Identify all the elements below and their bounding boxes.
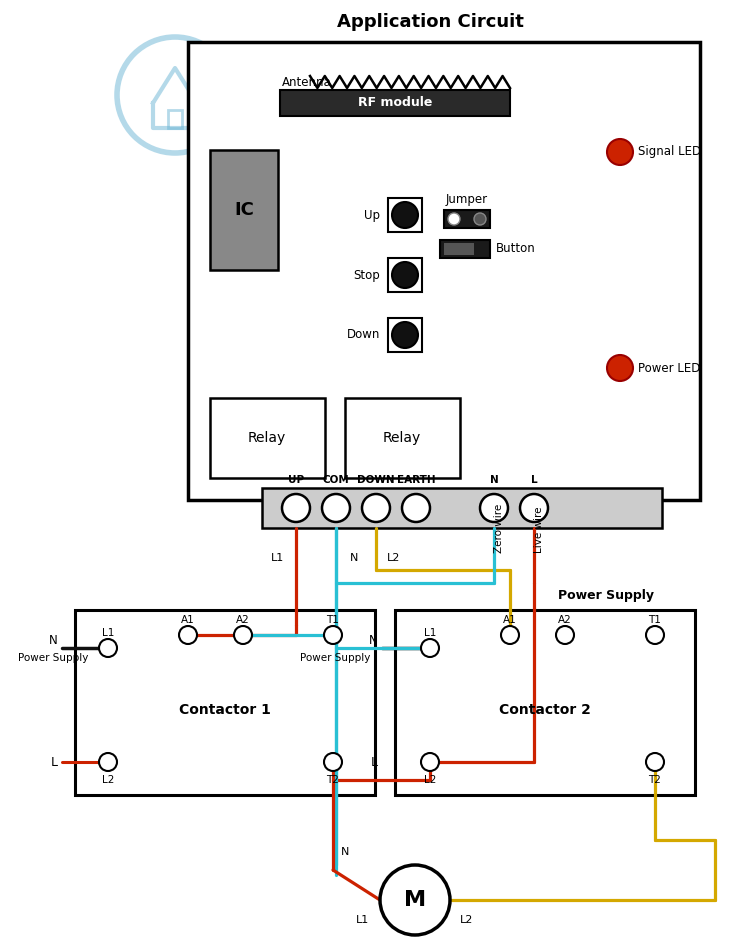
Text: RF module: RF module — [358, 96, 432, 109]
Text: Down: Down — [347, 328, 380, 341]
Text: N: N — [369, 633, 378, 647]
Text: L2: L2 — [387, 553, 401, 563]
Text: DOWN: DOWN — [357, 475, 395, 485]
Bar — [210, 150, 278, 270]
Text: M: M — [404, 890, 426, 910]
Circle shape — [646, 626, 664, 644]
Circle shape — [380, 865, 450, 935]
Text: Stop: Stop — [354, 268, 380, 281]
Bar — [444, 210, 490, 228]
Circle shape — [324, 626, 342, 644]
Circle shape — [646, 753, 664, 771]
Bar — [345, 398, 460, 478]
Circle shape — [99, 639, 117, 657]
Bar — [444, 243, 474, 255]
Text: N: N — [490, 475, 498, 485]
Text: L: L — [531, 475, 537, 485]
Text: Zero wire: Zero wire — [494, 504, 504, 553]
Circle shape — [99, 753, 117, 771]
Bar — [388, 258, 422, 292]
Text: N: N — [350, 553, 358, 563]
Bar — [280, 90, 510, 116]
Text: L1: L1 — [356, 915, 370, 925]
Text: Signal LED: Signal LED — [638, 146, 701, 159]
Text: L1: L1 — [102, 628, 114, 638]
Text: Power Supply: Power Supply — [558, 590, 654, 603]
Bar — [388, 198, 422, 232]
Circle shape — [520, 494, 548, 522]
Circle shape — [556, 626, 574, 644]
Bar — [440, 240, 490, 258]
Text: Relay: Relay — [383, 431, 421, 445]
Circle shape — [322, 494, 350, 522]
Circle shape — [179, 626, 197, 644]
Text: Contactor 2: Contactor 2 — [499, 703, 591, 717]
Text: EARTH: EARTH — [397, 475, 435, 485]
Circle shape — [421, 753, 439, 771]
Text: Antenna: Antenna — [282, 75, 331, 88]
Text: Power Supply: Power Supply — [300, 653, 370, 663]
Text: IC: IC — [234, 201, 254, 219]
Circle shape — [474, 213, 486, 225]
Text: Contactor 1: Contactor 1 — [179, 703, 271, 717]
Text: COM: COM — [323, 475, 349, 485]
Text: Jumper: Jumper — [446, 193, 488, 206]
Text: L: L — [371, 755, 378, 768]
Circle shape — [421, 639, 439, 657]
Text: UP: UP — [288, 475, 304, 485]
Text: Up: Up — [364, 208, 380, 222]
Bar — [75, 610, 375, 795]
Text: N: N — [341, 847, 349, 857]
Text: T1: T1 — [326, 615, 340, 625]
Text: T2: T2 — [326, 775, 340, 785]
Text: T2: T2 — [648, 775, 662, 785]
Circle shape — [282, 494, 310, 522]
Circle shape — [392, 262, 418, 288]
Text: Power LED: Power LED — [638, 361, 700, 375]
Text: Application Circuit: Application Circuit — [337, 13, 523, 31]
Text: T1: T1 — [648, 615, 662, 625]
Bar — [395, 610, 695, 795]
Circle shape — [607, 139, 633, 165]
Text: L2: L2 — [424, 775, 436, 785]
Circle shape — [607, 355, 633, 381]
Text: Relay: Relay — [248, 431, 286, 445]
Text: L: L — [51, 755, 58, 768]
Bar — [388, 318, 422, 352]
Text: A2: A2 — [236, 615, 250, 625]
Bar — [210, 398, 325, 478]
Text: L2: L2 — [460, 915, 473, 925]
Bar — [168, 110, 182, 128]
Text: EasyMart: EasyMart — [245, 60, 486, 105]
Text: L1: L1 — [271, 553, 284, 563]
Bar — [262, 488, 662, 528]
Circle shape — [480, 494, 508, 522]
Text: N: N — [49, 633, 58, 647]
Text: L1: L1 — [424, 628, 436, 638]
Bar — [188, 42, 700, 500]
Text: A1: A1 — [503, 615, 517, 625]
Circle shape — [362, 494, 390, 522]
Circle shape — [234, 626, 252, 644]
Circle shape — [392, 322, 418, 348]
Text: L2: L2 — [102, 775, 114, 785]
Circle shape — [501, 626, 519, 644]
Text: Button: Button — [496, 243, 536, 256]
Text: Live wire: Live wire — [534, 507, 544, 553]
Circle shape — [324, 753, 342, 771]
Text: A2: A2 — [558, 615, 572, 625]
Circle shape — [392, 202, 418, 228]
Circle shape — [448, 213, 460, 225]
Text: Power Supply: Power Supply — [18, 653, 88, 663]
Text: A1: A1 — [181, 615, 195, 625]
Circle shape — [402, 494, 430, 522]
